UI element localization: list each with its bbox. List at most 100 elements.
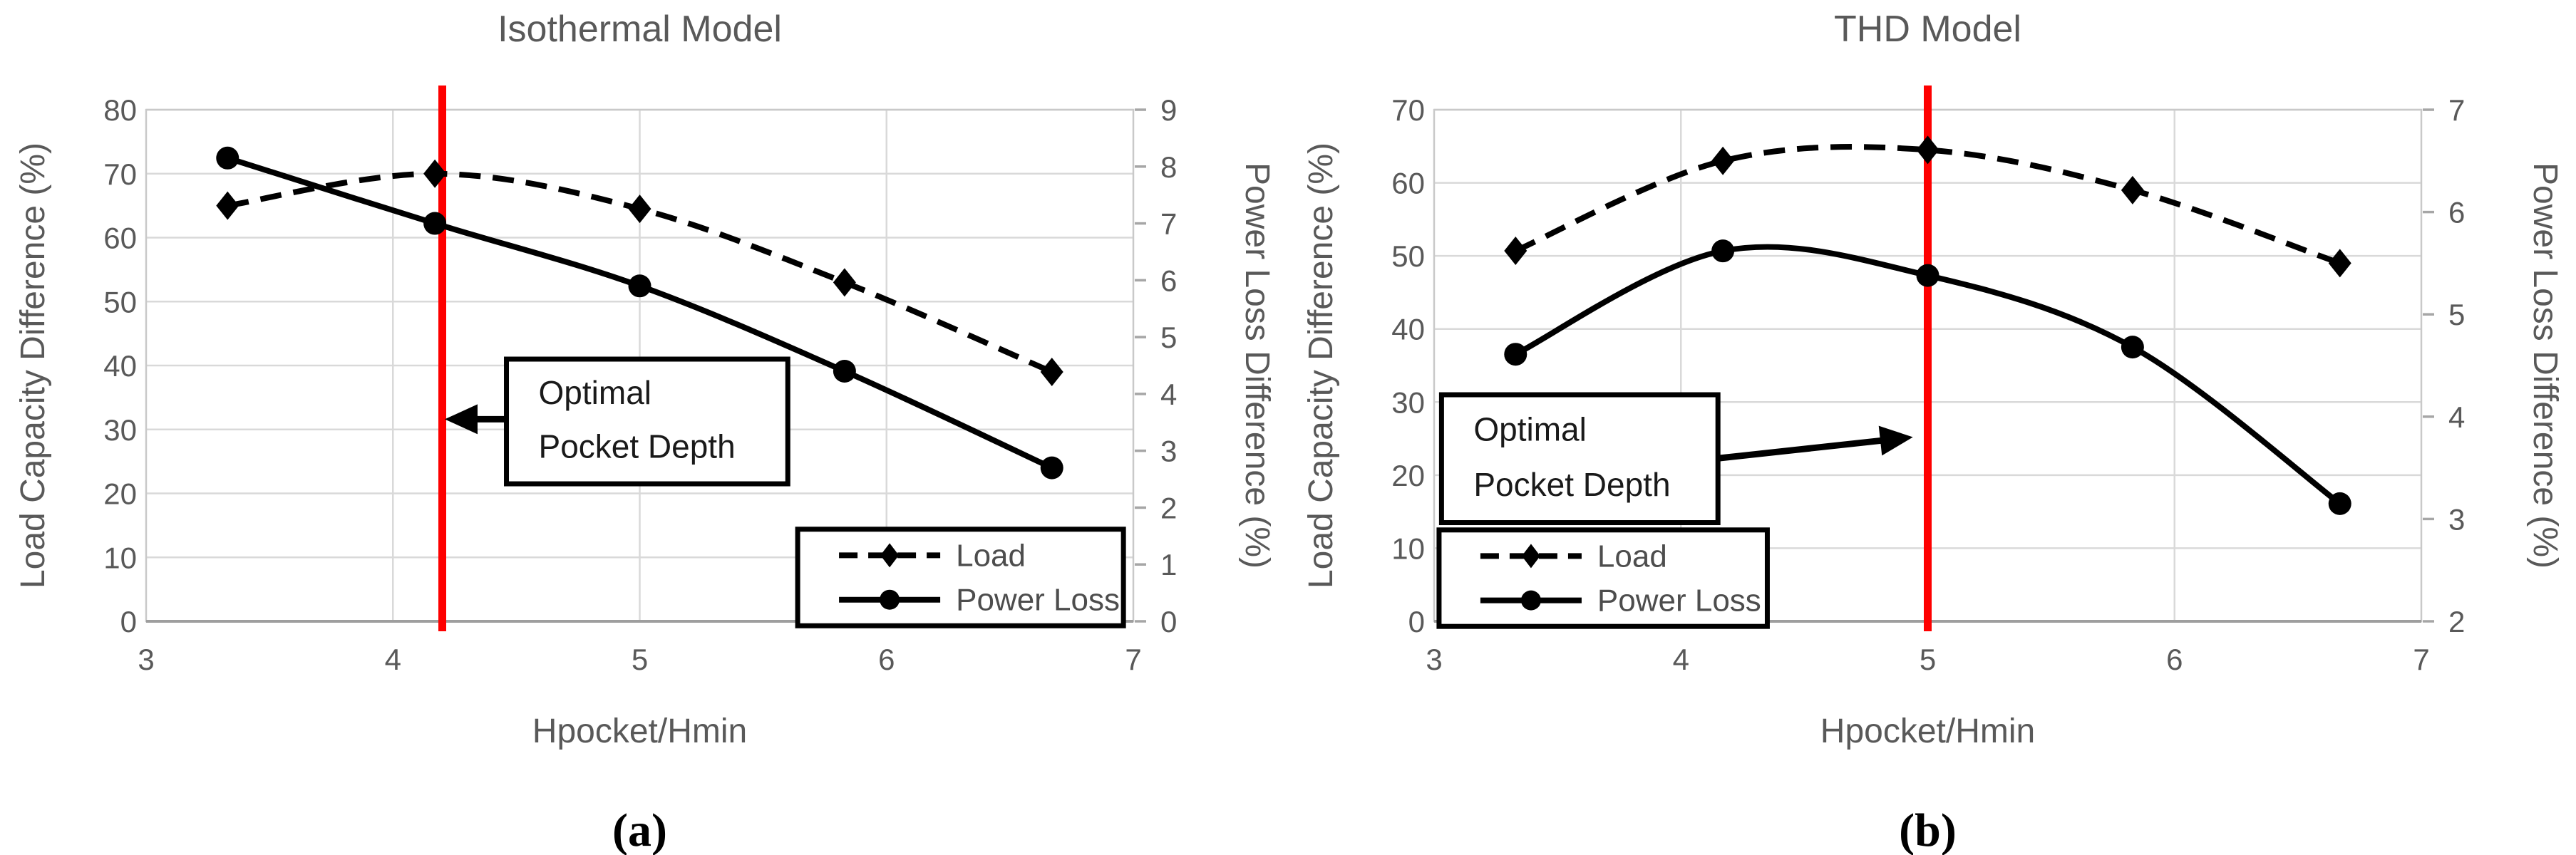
legend-box	[795, 527, 1126, 628]
y-right-tick-label: 3	[2448, 502, 2465, 536]
tick-labels: 0 10 20 30 40 50 60 70 2 3 4 5 6 7 3 4 5 6 7	[1391, 93, 2465, 676]
annotation: Optimal Pocket Depth	[1438, 392, 1913, 526]
circle-marker	[1040, 456, 1063, 480]
y-left-tick-label: 60	[103, 222, 137, 255]
diamond-marker	[2121, 175, 2144, 204]
series-power-loss	[1504, 239, 2351, 515]
legend: Load Power Loss	[1436, 527, 1770, 629]
series-load	[1504, 135, 2351, 278]
diamond-marker	[1504, 236, 1527, 265]
y-right-axis-title: Power Loss Difference (%)	[2526, 162, 2564, 569]
circle-marker	[1711, 239, 1735, 263]
y-left-tick-label: 0	[1408, 605, 1425, 638]
legend-diamond-marker	[1521, 544, 1540, 569]
legend-circle-marker	[880, 589, 900, 610]
y-right-tick-label: 7	[2448, 93, 2465, 127]
x-axis-title: Hpocket/Hmin	[532, 712, 747, 750]
legend-item-label: Load	[956, 538, 1026, 573]
diamond-marker	[1916, 135, 1939, 165]
circle-marker	[628, 274, 651, 298]
y-left-tick-label: 30	[103, 413, 137, 447]
y-right-tick-label: 5	[2448, 298, 2465, 331]
y-right-tick-label: 2	[2448, 605, 2465, 638]
x-axis-title: Hpocket/Hmin	[1820, 712, 2035, 750]
y-left-tick-label: 70	[1391, 93, 1425, 127]
y-left-tick-label: 10	[1391, 532, 1425, 565]
y-right-tick-label: 8	[1160, 150, 1177, 184]
y-right-tick-label: 5	[1160, 321, 1177, 354]
x-tick-label: 3	[1426, 643, 1442, 676]
y-right-tick-label: 4	[2448, 400, 2465, 434]
annotation-box	[504, 356, 790, 487]
circle-marker	[833, 359, 856, 383]
y-left-tick-label: 0	[120, 605, 137, 638]
series-line	[1514, 144, 2341, 266]
y-right-tick-label: 7	[1160, 207, 1177, 241]
x-tick-label: 4	[385, 643, 401, 676]
y-right-tick-label: 4	[1160, 378, 1177, 411]
y-left-tick-label: 70	[103, 157, 137, 191]
legend-item-label: Power Loss	[1597, 584, 1761, 618]
chart-title: THD Model	[1834, 9, 2021, 50]
y-right-tick-label: 0	[1160, 605, 1177, 638]
y-left-axis-title: Load Capacity Difference (%)	[1302, 142, 1340, 589]
y-left-tick-label: 50	[1391, 239, 1425, 273]
y-left-tick-label: 80	[103, 93, 137, 127]
circle-marker	[2121, 336, 2144, 359]
chart-panel-a: 0 10 20 30 40 50 60 70 80 0 1 2 3 4 5 6 7 8 9 3 4 5 6 7 Isotherm…	[14, 9, 1276, 855]
x-tick-label: 5	[632, 643, 648, 676]
y-right-axis-title: Power Loss Difference (%)	[1238, 162, 1276, 569]
legend-box	[1436, 527, 1770, 629]
circle-marker	[1504, 343, 1527, 366]
panel-caption: (a)	[612, 804, 667, 855]
diamond-marker	[1711, 146, 1735, 175]
diamond-marker	[423, 159, 447, 188]
legend-item-label: Power Loss	[956, 583, 1120, 618]
y-right-tick-label: 6	[2448, 196, 2465, 229]
annotation-text-line: Optimal	[1473, 411, 1586, 448]
circle-marker	[216, 146, 239, 170]
annotation-arrow-head	[444, 404, 478, 435]
x-tick-label: 7	[2413, 643, 2429, 676]
y-left-tick-label: 60	[1391, 167, 1425, 200]
diamond-marker	[833, 268, 856, 297]
series-power-loss	[216, 146, 1063, 480]
y-right-tick-label: 2	[1160, 491, 1177, 524]
x-tick-label: 6	[878, 643, 895, 676]
diamond-marker	[2328, 249, 2351, 278]
x-tick-label: 3	[138, 643, 154, 676]
chart-title: Isothermal Model	[498, 9, 782, 50]
y-left-tick-label: 20	[1391, 459, 1425, 492]
legend-diamond-marker	[880, 543, 900, 568]
circle-marker	[2328, 492, 2351, 515]
annotation-text-line: Pocket Depth	[539, 428, 736, 465]
y-left-axis-title: Load Capacity Difference (%)	[14, 142, 52, 589]
x-tick-label: 7	[1125, 643, 1141, 676]
y-right-tick-label: 9	[1160, 93, 1177, 127]
x-tick-label: 6	[2166, 643, 2183, 676]
y-left-tick-label: 50	[103, 285, 137, 318]
circle-marker	[1916, 264, 1939, 287]
y-left-tick-label: 30	[1391, 385, 1425, 419]
annotation: Optimal Pocket Depth	[444, 356, 790, 487]
legend-item-label: Load	[1597, 539, 1667, 574]
x-tick-label: 4	[1673, 643, 1689, 676]
tick-labels: 0 10 20 30 40 50 60 70 80 0 1 2 3 4 5 6 7 8 9 3 4 5 6 7	[103, 93, 1177, 676]
circle-marker	[423, 212, 447, 235]
annotation-arrow-line	[1717, 437, 1883, 462]
chart-thd: 0 10 20 30 40 50 60 70 2 3 4 5 6 7 3 4 5 6 7 THD Model Load …	[1288, 0, 2576, 855]
diamond-marker	[216, 191, 239, 220]
annotation-text-line: Optimal	[539, 374, 651, 411]
annotation-box	[1438, 392, 1721, 526]
y-right-tick-label: 3	[1160, 435, 1177, 468]
diamond-marker	[628, 195, 651, 224]
legend-circle-marker	[1520, 590, 1541, 611]
y-left-tick-label: 40	[1391, 313, 1425, 346]
panel-caption: (b)	[1899, 804, 1957, 855]
y-left-tick-label: 10	[103, 541, 137, 574]
diamond-marker	[1040, 357, 1063, 386]
y-right-tick-label: 1	[1160, 548, 1177, 581]
chart-isothermal: 0 10 20 30 40 50 60 70 80 0 1 2 3 4 5 6 7 8 9 3 4 5 6 7 Isotherm…	[14, 9, 1276, 855]
y-left-tick-label: 20	[103, 477, 137, 511]
